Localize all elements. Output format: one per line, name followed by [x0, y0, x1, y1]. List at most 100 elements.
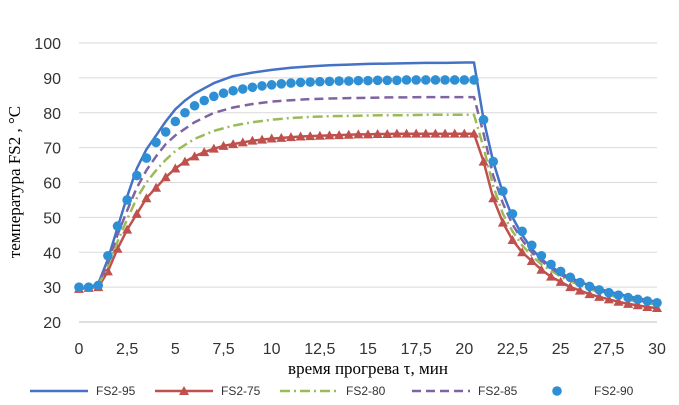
y-tick-label: 90 — [43, 71, 61, 88]
data-point-fs2-90 — [93, 280, 104, 291]
data-point-fs2-90 — [141, 153, 152, 163]
data-point-fs2-90 — [449, 75, 460, 85]
data-point-fs2-75 — [218, 140, 229, 150]
data-point-fs2-90 — [295, 77, 306, 88]
legend-marker-fs2-90 — [552, 386, 562, 396]
data-point-fs2-90 — [305, 77, 316, 87]
x-tick-label: 27,5 — [593, 341, 624, 358]
y-tick-label: 100 — [34, 36, 61, 53]
x-tick-label: 5 — [171, 341, 180, 358]
legend-label-fs2-85: FS2-85 — [478, 384, 518, 398]
data-point-fs2-75 — [324, 130, 335, 140]
data-point-fs2-75 — [584, 289, 595, 299]
series-fs2-75 — [74, 128, 662, 313]
data-point-fs2-90 — [363, 75, 373, 86]
data-point-fs2-90 — [517, 226, 527, 237]
data-point-fs2-90 — [546, 259, 556, 270]
data-point-fs2-75 — [151, 182, 162, 192]
data-point-fs2-90 — [440, 75, 450, 85]
data-point-fs2-90 — [565, 272, 576, 283]
data-point-fs2-90 — [411, 75, 421, 85]
data-point-fs2-75 — [199, 147, 210, 157]
series-line-fs2-85 — [78, 95, 658, 305]
data-point-fs2-90 — [584, 281, 595, 292]
data-point-fs2-75 — [546, 271, 557, 281]
data-point-fs2-75 — [305, 131, 316, 141]
x-tick-label: 7,5 — [212, 341, 234, 358]
data-point-fs2-90 — [315, 76, 325, 87]
data-point-fs2-90 — [536, 250, 547, 261]
data-point-fs2-75 — [536, 264, 547, 274]
data-point-fs2-75 — [488, 193, 499, 203]
data-point-fs2-90 — [132, 170, 142, 181]
data-point-fs2-75 — [237, 137, 248, 147]
x-tick-label: 17,5 — [401, 341, 432, 358]
data-point-fs2-75 — [440, 128, 451, 138]
data-point-fs2-90 — [488, 156, 499, 167]
data-point-fs2-75 — [122, 224, 133, 234]
legend-item-fs2-80: FS2-80 — [280, 384, 386, 398]
series-group — [74, 61, 662, 313]
data-point-fs2-75 — [257, 134, 268, 144]
data-point-fs2-90 — [266, 80, 277, 90]
data-point-fs2-90 — [160, 127, 171, 137]
x-tick-label: 30 — [648, 341, 666, 358]
data-point-fs2-75 — [295, 131, 306, 141]
data-point-fs2-90 — [276, 79, 287, 89]
data-point-fs2-90 — [642, 296, 653, 306]
data-point-fs2-90 — [286, 78, 296, 88]
data-point-fs2-75 — [102, 266, 113, 276]
data-point-fs2-75 — [574, 285, 585, 295]
data-point-fs2-75 — [170, 163, 181, 173]
data-point-fs2-90 — [430, 75, 441, 85]
data-point-fs2-90 — [401, 75, 412, 85]
data-point-fs2-75 — [276, 132, 287, 142]
data-point-fs2-90 — [103, 250, 113, 261]
legend-marker-fs2-75 — [179, 386, 189, 395]
data-point-fs2-90 — [555, 266, 566, 277]
data-point-fs2-90 — [382, 75, 393, 86]
data-point-fs2-90 — [632, 294, 643, 305]
data-point-fs2-75 — [112, 243, 123, 253]
data-point-fs2-75 — [468, 128, 479, 138]
data-point-fs2-75 — [420, 128, 431, 138]
data-point-fs2-90 — [237, 84, 248, 94]
data-point-fs2-75 — [449, 128, 460, 138]
data-point-fs2-90 — [180, 107, 190, 118]
data-point-fs2-75 — [430, 128, 441, 138]
x-tick-label: 2,5 — [116, 341, 138, 358]
data-point-fs2-90 — [613, 290, 624, 300]
data-point-fs2-75 — [411, 128, 422, 138]
data-point-fs2-90 — [228, 85, 238, 96]
x-tick-label: 15 — [359, 341, 377, 358]
legend: FS2-95 FS2-75 FS2-80 FS2-85 FS2-90 — [30, 384, 634, 398]
x-tick-label: 0 — [75, 341, 84, 358]
data-point-fs2-75 — [314, 130, 325, 140]
x-tick-label: 25 — [552, 341, 570, 358]
data-point-fs2-90 — [469, 75, 479, 85]
data-point-fs2-90 — [209, 91, 219, 102]
y-tick-label: 30 — [43, 280, 61, 297]
series-fs2-90 — [74, 75, 662, 308]
y-tick-label: 50 — [43, 210, 61, 227]
data-point-fs2-75 — [565, 282, 576, 292]
legend-label-fs2-75: FS2-75 — [221, 384, 261, 398]
data-point-fs2-90 — [575, 277, 585, 288]
data-point-fs2-90 — [604, 287, 614, 298]
data-point-fs2-90 — [343, 76, 354, 86]
legend-item-fs2-95: FS2-95 — [30, 384, 136, 398]
data-point-fs2-90 — [122, 195, 132, 205]
data-point-fs2-90 — [652, 298, 662, 308]
data-point-fs2-75 — [401, 128, 412, 138]
data-point-fs2-75 — [391, 128, 402, 138]
data-point-fs2-75 — [343, 129, 354, 139]
legend-item-fs2-85: FS2-85 — [412, 384, 518, 398]
data-point-fs2-90 — [353, 75, 364, 86]
x-tick-label: 10 — [263, 341, 281, 358]
y-tick-label: 70 — [43, 141, 61, 158]
data-point-fs2-75 — [632, 300, 643, 310]
data-point-fs2-90 — [257, 81, 267, 91]
data-point-fs2-75 — [382, 129, 393, 139]
